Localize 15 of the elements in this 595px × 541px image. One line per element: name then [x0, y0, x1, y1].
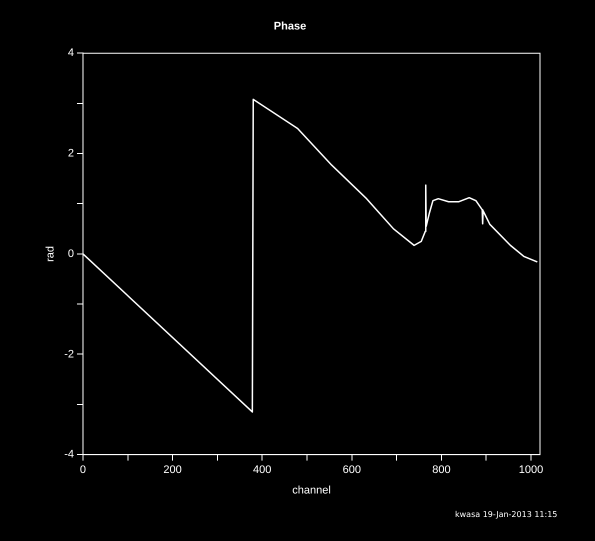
x-tick-label: 400 [253, 464, 272, 476]
x-tick-label: 0 [80, 464, 86, 476]
y-tick-label: 4 [68, 47, 74, 60]
chart-title: Phase [274, 20, 306, 33]
y-axis-title: rad [44, 246, 57, 262]
y-tick-label: -4 [64, 448, 74, 461]
x-tick-label: 200 [163, 464, 182, 476]
x-tick-label: 600 [342, 464, 361, 476]
x-axis-title: channel [292, 484, 331, 496]
x-tick-label: 1000 [518, 464, 544, 476]
text: kwasa 19-Jan-2013 11:15 [455, 510, 558, 519]
x-tick-label: 800 [432, 464, 451, 476]
y-tick-label: 2 [68, 148, 74, 160]
y-tick-label: 0 [68, 248, 74, 260]
y-tick-label: -2 [64, 348, 74, 360]
